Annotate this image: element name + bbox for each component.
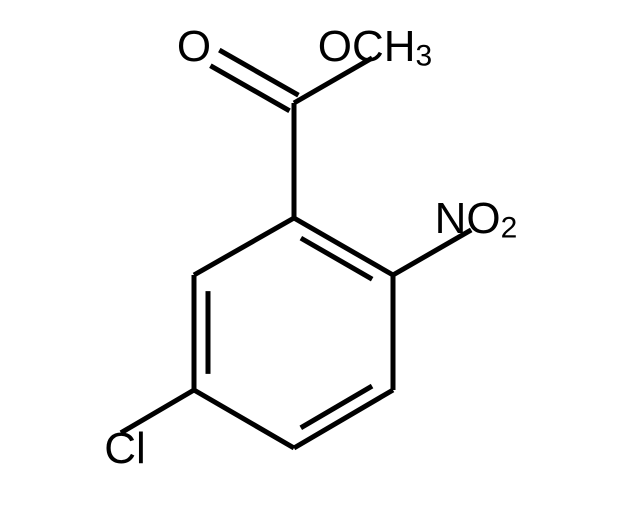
atom-label-N10: NO2 — [435, 194, 518, 245]
atom-label-O9: OCH3 — [318, 22, 432, 73]
molecule-diagram: O OCH3 NO2 Cl — [0, 0, 640, 509]
atom-label-O8: O — [177, 22, 211, 71]
atom-label-Cl11: Cl — [104, 424, 146, 473]
